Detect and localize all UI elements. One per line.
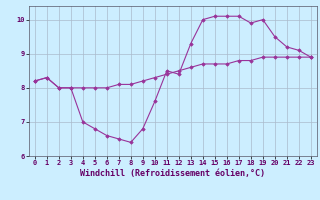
X-axis label: Windchill (Refroidissement éolien,°C): Windchill (Refroidissement éolien,°C) bbox=[80, 169, 265, 178]
